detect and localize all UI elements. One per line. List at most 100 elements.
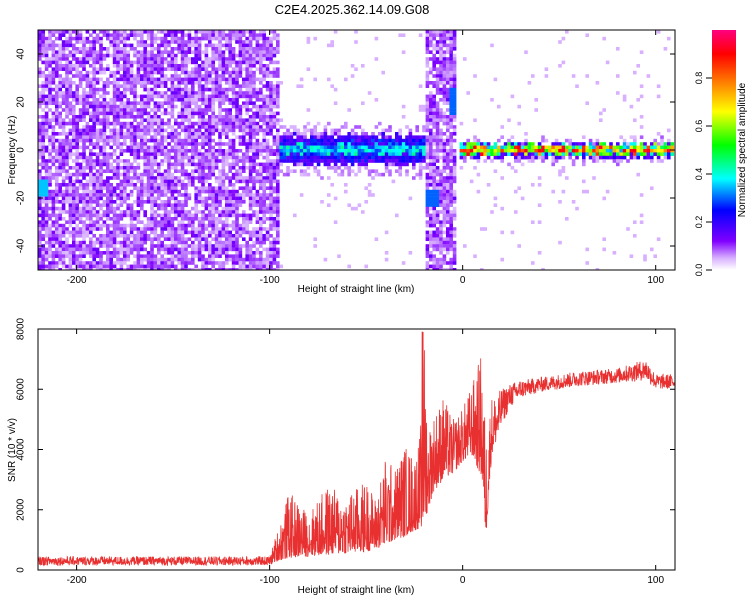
heatmap-cell <box>167 50 171 54</box>
heatmap-cell <box>136 111 141 116</box>
heatmap-cell <box>235 237 239 241</box>
heatmap-cell <box>61 162 66 167</box>
heatmap-cell <box>276 206 280 211</box>
heatmap-cell <box>432 237 436 241</box>
heatmap-cell <box>126 247 130 252</box>
heatmap-cell <box>61 53 66 58</box>
heatmap-cell <box>75 91 79 95</box>
heatmap-cell <box>255 121 260 126</box>
heatmap-cell <box>146 57 151 61</box>
heatmap-cell <box>75 155 79 160</box>
heatmap-cell <box>75 125 79 129</box>
heatmap-cell <box>123 200 127 204</box>
heatmap-cell <box>245 227 249 231</box>
heatmap-cell <box>106 64 110 68</box>
heatmap-cell <box>146 128 151 133</box>
heatmap-cell <box>140 193 144 197</box>
heatmap-cell <box>126 159 130 163</box>
heatmap-cell <box>269 121 273 126</box>
heatmap-cell <box>44 132 49 136</box>
heatmap-cell <box>116 60 120 65</box>
heatmap-cell <box>221 33 226 37</box>
heatmap-cell <box>123 257 127 262</box>
heatmap-cell <box>201 50 205 54</box>
heatmap-cell <box>85 244 90 248</box>
heatmap-cell <box>99 149 103 153</box>
heatmap-cell <box>44 217 49 221</box>
heatmap-cell <box>439 155 443 160</box>
heatmap-cell <box>391 159 396 163</box>
heatmap-cell <box>276 159 280 163</box>
heatmap-cell <box>367 149 372 153</box>
heatmap-cell <box>99 60 103 65</box>
heatmap-cell <box>85 213 90 218</box>
heatmap-cell <box>276 193 280 197</box>
heatmap-cell <box>180 152 185 156</box>
heatmap-cell <box>170 179 175 184</box>
heatmap-cell <box>106 234 110 238</box>
heatmap-cell <box>235 64 239 68</box>
heatmap-cell <box>208 74 212 78</box>
heatmap-cell <box>201 36 205 41</box>
heatmap-cell <box>44 227 49 231</box>
heatmap-cell <box>276 183 280 187</box>
heatmap-cell <box>75 128 79 133</box>
heatmap-cell <box>109 132 113 136</box>
heatmap-cell <box>194 152 198 156</box>
heatmap-cell <box>187 155 192 160</box>
heatmap-cell <box>395 169 399 173</box>
heatmap-cell <box>211 213 215 218</box>
heatmap-cell <box>140 111 144 116</box>
heatmap-cell <box>126 206 130 211</box>
heatmap-cell <box>405 169 409 173</box>
heatmap-cell <box>242 261 246 265</box>
heatmap-cell <box>177 162 181 167</box>
heatmap-cell <box>167 237 171 241</box>
heatmap-cell <box>89 50 93 54</box>
heatmap-cell <box>123 251 127 255</box>
heatmap-cell <box>116 108 120 112</box>
heatmap-cell <box>187 251 192 255</box>
heatmap-cell <box>214 251 219 255</box>
heatmap-cell <box>218 118 222 122</box>
heatmap-cell <box>106 213 110 218</box>
heatmap-cell <box>133 247 137 252</box>
heatmap-cell <box>82 176 86 180</box>
heatmap-cell <box>133 125 137 129</box>
heatmap-cell <box>228 33 232 37</box>
heatmap-cell <box>211 81 215 85</box>
heatmap-cell <box>136 64 141 68</box>
heatmap-cell <box>259 240 263 245</box>
heatmap-cell <box>425 176 430 180</box>
heatmap-cell <box>425 118 430 122</box>
heatmap-cell <box>279 152 283 156</box>
heatmap-cell <box>272 138 277 143</box>
heatmap-cell <box>439 47 443 51</box>
heatmap-cell <box>218 50 222 54</box>
heatmap-cell <box>106 237 110 241</box>
heatmap-cell <box>48 125 52 129</box>
heatmap-cell <box>41 223 45 228</box>
heatmap-cell <box>167 200 171 204</box>
heatmap-cell <box>146 162 151 167</box>
heatmap-cell <box>299 84 304 88</box>
heatmap-cell <box>163 47 168 51</box>
heatmap-cell <box>146 125 151 129</box>
heatmap-cell <box>293 125 297 129</box>
heatmap-cell <box>191 220 195 224</box>
heatmap-cell <box>170 60 175 65</box>
heatmap-cell <box>238 234 243 238</box>
heatmap-cell <box>197 268 202 270</box>
heatmap-cell <box>221 152 226 156</box>
heatmap-cell <box>119 189 124 194</box>
heatmap-cell <box>228 196 232 201</box>
heatmap-cell <box>221 264 226 269</box>
heatmap-cell <box>231 189 236 194</box>
heatmap-cell <box>153 60 158 65</box>
heatmap-cell <box>146 67 151 71</box>
heatmap-cell <box>146 183 151 187</box>
heatmap-cell <box>211 64 215 68</box>
heatmap-cell <box>259 254 263 258</box>
heatmap-cell <box>106 244 110 248</box>
heatmap-cell <box>276 101 280 105</box>
